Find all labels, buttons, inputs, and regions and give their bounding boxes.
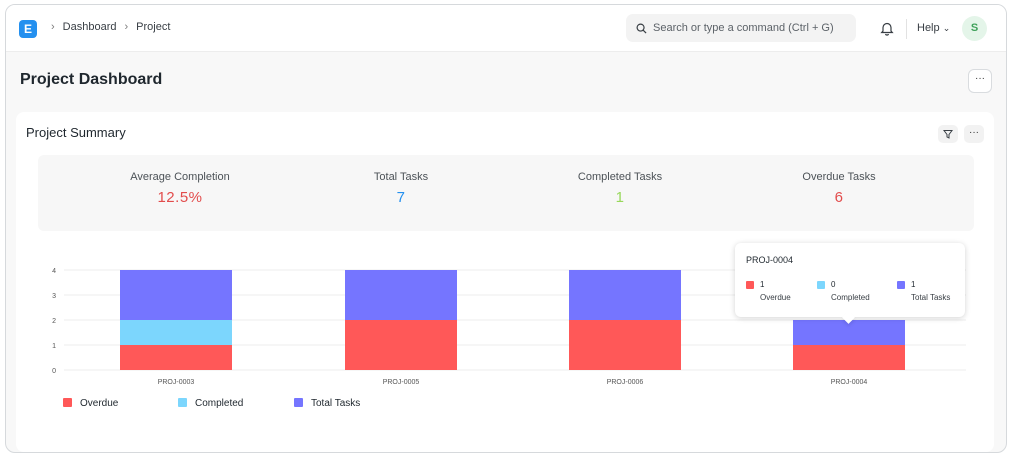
- tooltip-label: Overdue: [760, 293, 791, 302]
- stat-label: Total Tasks: [373, 171, 429, 183]
- legend-item[interactable]: Total Tasks: [294, 398, 360, 409]
- search-input[interactable]: Search or type a command (Ctrl + G): [626, 14, 856, 42]
- stat-average-completion: Average Completion 12.5%: [70, 171, 290, 206]
- legend-label: Total Tasks: [311, 398, 361, 409]
- page-menu-button[interactable]: ···: [968, 69, 992, 93]
- legend-item[interactable]: Completed: [178, 398, 243, 409]
- bar-segment: [345, 320, 457, 370]
- chevron-right-icon: ›: [51, 21, 55, 33]
- x-tick-label: PROJ-0003: [158, 379, 195, 386]
- app-window: E › Dashboard › Project Search or type a…: [5, 4, 1007, 453]
- tooltip-item-total-tasks: 1 Total Tasks: [897, 280, 950, 302]
- y-tick-label: 2: [52, 318, 56, 325]
- legend-swatch: [63, 398, 72, 407]
- legend-swatch: [294, 398, 303, 407]
- bell-icon[interactable]: [880, 21, 894, 36]
- legend-label: Completed: [195, 398, 244, 409]
- x-tick-label: PROJ-0004: [831, 379, 868, 386]
- tooltip-value: 0: [831, 280, 836, 289]
- search-placeholder: Search or type a command (Ctrl + G): [653, 22, 834, 34]
- tooltip-value: 1: [911, 280, 916, 289]
- card-title: Project Summary: [26, 125, 126, 140]
- bar-segment: [120, 320, 232, 345]
- stat-value: 7: [396, 189, 406, 206]
- page-title: Project Dashboard: [20, 71, 163, 88]
- project-bar-chart: 0 1 2 3 4 PROJ-0003 PROJ-0005 PROJ-0006 PROJ-000…: [52, 268, 966, 386]
- x-tick-label: PROJ-0006: [607, 379, 644, 386]
- stat-label: Overdue Tasks: [802, 171, 876, 183]
- stat-value: 1: [615, 189, 625, 206]
- stat-label: Average Completion: [130, 171, 230, 183]
- navbar: E › Dashboard › Project Search or type a…: [6, 5, 1006, 52]
- legend-item[interactable]: Overdue: [63, 398, 118, 409]
- help-dropdown[interactable]: Help ⌄: [917, 22, 950, 34]
- chart-tooltip: PROJ-0004 1 Overdue 0 Completed 1 Total …: [735, 243, 965, 324]
- stat-label: Completed Tasks: [577, 171, 663, 183]
- avatar[interactable]: S: [962, 16, 987, 41]
- bar-segment: [569, 270, 681, 320]
- stat-value: 6: [834, 189, 844, 206]
- filter-button[interactable]: [938, 125, 958, 143]
- breadcrumb: › Dashboard › Project: [51, 21, 170, 33]
- chevron-down-icon: ⌄: [942, 23, 951, 33]
- bar-segment: [793, 320, 905, 345]
- y-tick-label: 1: [52, 343, 56, 350]
- tooltip-item-completed: 0 Completed: [817, 280, 870, 302]
- legend-label: Overdue: [80, 398, 119, 409]
- bar-segment: [569, 320, 681, 370]
- app-logo[interactable]: E: [19, 20, 37, 38]
- tooltip-swatch: [817, 280, 825, 289]
- stats-row: Average Completion 12.5% Total Tasks 7 C…: [38, 155, 974, 231]
- y-tick-label: 4: [52, 268, 56, 275]
- breadcrumb-dashboard[interactable]: Dashboard: [62, 21, 117, 33]
- stat-completed-tasks: Completed Tasks 1: [510, 171, 730, 206]
- y-tick-label: 0: [52, 368, 56, 375]
- y-tick-label: 3: [52, 293, 56, 300]
- search-icon: [636, 23, 647, 34]
- bar-segment: [345, 270, 457, 320]
- stat-overdue-tasks: Overdue Tasks 6: [729, 171, 949, 206]
- tooltip-value: 1: [760, 280, 765, 289]
- x-tick-label: PROJ-0005: [383, 379, 420, 386]
- tooltip-title: PROJ-0004: [746, 255, 794, 265]
- help-label: Help: [917, 22, 940, 34]
- tooltip-label: Total Tasks: [911, 293, 951, 302]
- bar-segment: [120, 270, 232, 320]
- bar-segment: [793, 345, 905, 370]
- bar-segment: [120, 345, 232, 370]
- filter-icon: [943, 130, 953, 139]
- navbar-divider: [906, 19, 907, 39]
- tooltip-item-overdue: 1 Overdue: [746, 280, 791, 302]
- stat-total-tasks: Total Tasks 7: [291, 171, 511, 206]
- tooltip-label: Completed: [831, 293, 870, 302]
- stat-value: 12.5%: [157, 189, 203, 206]
- card-more-button[interactable]: ···: [964, 125, 984, 143]
- breadcrumb-project[interactable]: Project: [136, 21, 171, 33]
- tooltip-swatch: [746, 280, 754, 289]
- tooltip-swatch: [897, 280, 905, 289]
- legend-swatch: [178, 398, 187, 407]
- chevron-right-icon: ›: [124, 21, 129, 33]
